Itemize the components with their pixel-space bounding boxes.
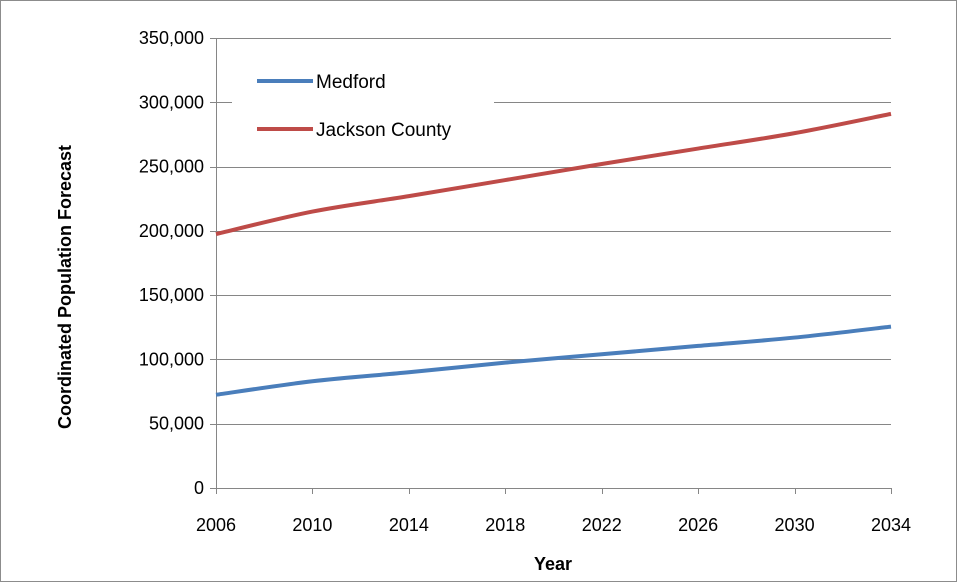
x-tick-label: 2034 [871, 515, 911, 535]
x-tick-label: 2010 [292, 515, 332, 535]
y-tick-label: 0 [194, 478, 204, 498]
x-tick-label: 2014 [389, 515, 429, 535]
x-tick-label: 2006 [196, 515, 236, 535]
x-tick-label: 2026 [678, 515, 718, 535]
series-line-jackson-county [215, 111, 892, 237]
y-tick-label: 200,000 [139, 221, 204, 241]
series-line-medford [215, 324, 892, 397]
y-tick-label: 300,000 [139, 92, 204, 112]
series-lines [215, 111, 892, 397]
y-tick-label: 100,000 [139, 349, 204, 369]
y-tick-label: 50,000 [149, 414, 204, 434]
y-tick-label: 150,000 [139, 285, 204, 305]
axes [210, 38, 892, 494]
x-tick-label: 2030 [775, 515, 815, 535]
legend-label: Medford [316, 72, 386, 93]
x-tick-labels: 2006 2010 2014 2018 2022 2026 2030 2034 [196, 515, 911, 535]
y-tick-labels: 0 50,000 100,000 150,000 200,000 250,000 300,0… [139, 28, 204, 498]
y-tick-label: 250,000 [139, 157, 204, 177]
legend: Medford Jackson County [232, 58, 494, 154]
x-tick-label: 2018 [485, 515, 525, 535]
y-axis-title: Coordinated Population Forecast [55, 145, 75, 429]
legend-background [232, 58, 494, 154]
gridlines [216, 38, 891, 425]
x-tick-label: 2022 [582, 515, 622, 535]
x-axis-title: Year [534, 554, 572, 574]
legend-label: Jackson County [316, 120, 452, 141]
y-tick-label: 350,000 [139, 28, 204, 48]
